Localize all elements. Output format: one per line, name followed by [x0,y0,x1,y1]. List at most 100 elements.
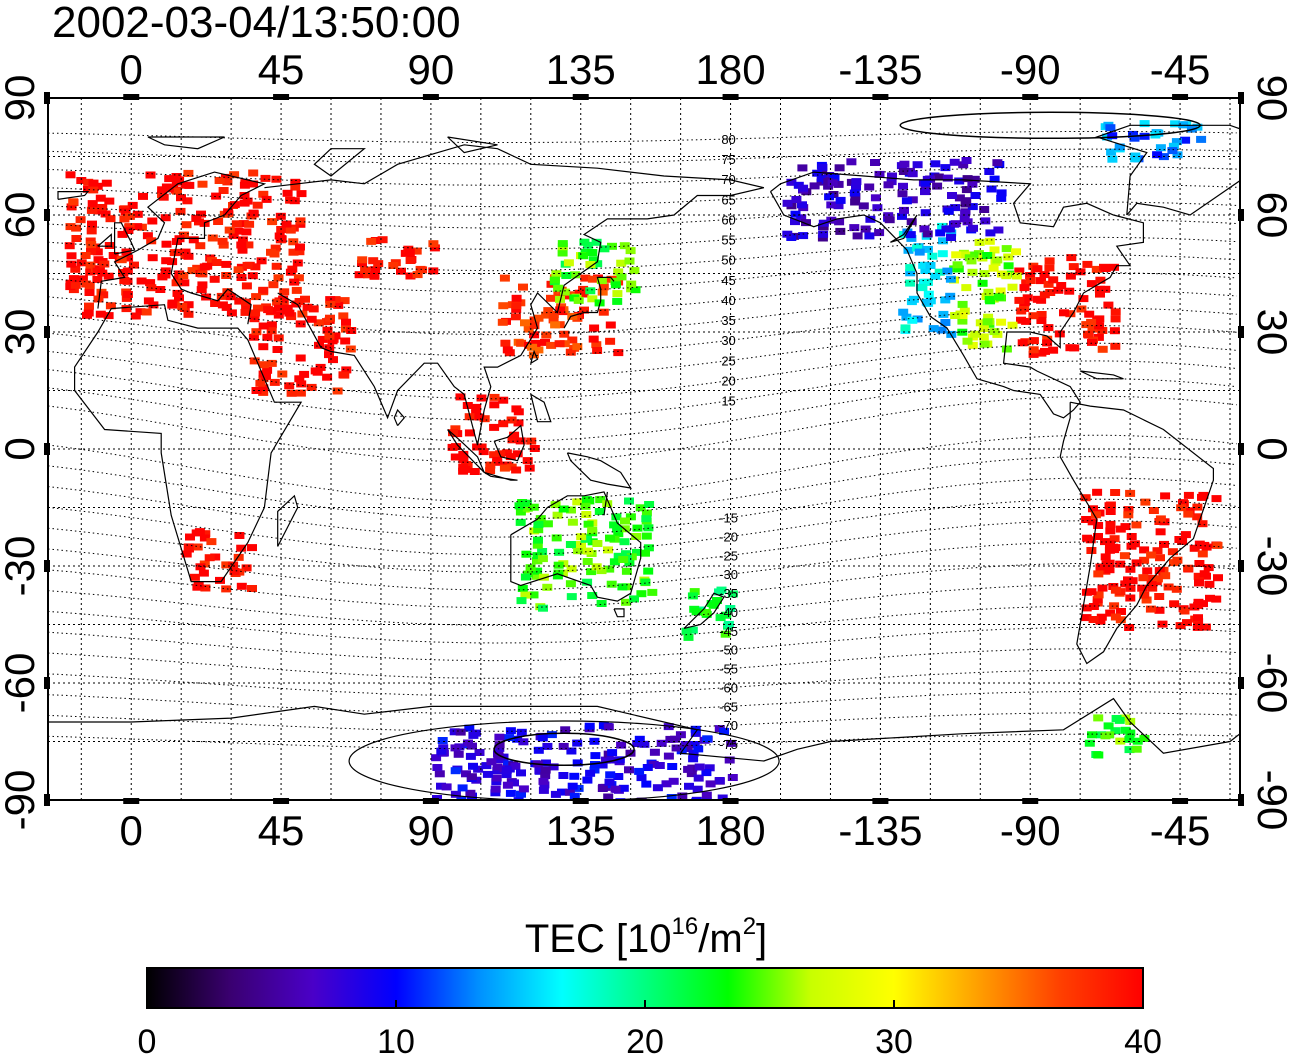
tec-cell [486,758,497,766]
tec-cell [537,555,548,563]
tec-cell [992,256,1003,264]
tec-cell [1163,583,1174,591]
tec-region [181,528,257,593]
tec-cell [239,192,250,199]
tec-cell [183,543,194,551]
tec-cell [465,789,476,797]
tec-cell [927,252,938,260]
tec-cell [241,282,252,290]
tec-cell [262,366,273,374]
tec-cell [996,194,1007,202]
tec-cell [1064,287,1075,295]
tec-cell [1075,268,1086,276]
tec-cell [70,265,81,273]
tec-cell [1022,294,1033,302]
contour-label: -20 [719,529,738,544]
tec-cell [130,312,141,320]
tec-cell [864,183,875,191]
tec-cell [693,745,704,753]
lat-tick-bar [44,560,50,572]
tec-cell [456,796,467,800]
tec-cell [1048,346,1059,354]
tec-cell [192,543,203,551]
tec-cell [1028,350,1039,358]
tec-cell [558,742,569,750]
tec-cell [978,333,989,341]
coastline [483,471,518,481]
lon-tick-label-top: 135 [546,46,616,93]
tec-cell [499,274,510,282]
tec-cell [1105,124,1116,132]
lon-tick-label-top: -135 [838,46,922,93]
tec-cell [954,177,965,185]
tec-cell [473,765,484,773]
tec-cell [796,214,807,222]
tec-cell [1160,492,1171,500]
tec-cell [979,206,990,213]
tec-cell [275,212,286,220]
mag-contour [48,219,1237,250]
colorbar-tick-label: 20 [626,1023,664,1057]
tec-cell [624,559,635,567]
tec-cell [1157,620,1168,628]
tec-cell [494,733,505,741]
tec-cell [266,359,277,367]
lon-tick-label-bottom: 90 [408,807,455,854]
coastline [1094,124,1240,216]
tec-cell [145,279,156,287]
tec-cell [517,585,528,592]
tec-region [681,586,738,641]
tec-cell [835,196,846,204]
tec-cell [610,281,621,289]
mag-contour [48,733,1237,750]
tec-cell [817,163,828,171]
tec-cell [370,266,381,274]
contour-label: -50 [719,643,738,658]
tec-cell [229,201,240,209]
tec-cell [827,179,838,187]
tec-cell [932,182,943,190]
tec-cell [620,517,630,525]
tec-cell [533,526,544,534]
tec-cell [600,756,611,764]
tec-cell [1167,147,1178,155]
tec-cell [541,311,552,319]
tec-cell [567,782,578,790]
tec-cell [237,236,248,244]
tec-cell [573,296,584,304]
tec-cell [163,185,174,193]
tec-cell [592,540,603,547]
tec-cell [621,567,632,575]
tec-cell [513,408,524,416]
tec-cell [299,370,310,378]
tec-cell [1193,598,1204,606]
tec-cell [1109,327,1120,335]
tec-cell [268,281,279,289]
tec-cell [567,518,578,526]
tec-cell [489,393,500,401]
tec-cell [167,301,178,309]
tec-cell [451,443,462,451]
tec-cell [269,378,280,386]
tec-cell [520,591,531,599]
tec-cell [834,218,845,226]
tec-cell [92,248,103,256]
tec-cell [1199,570,1210,578]
tec-cell [974,238,985,246]
tec-cell [533,521,544,528]
tec-cell [833,180,844,188]
tec-cell [1192,623,1203,631]
lat-tick-bar [44,92,50,104]
tec-cell [258,286,269,294]
lon-tick-bar [422,94,439,100]
tec-cell [870,159,880,166]
tec-cell [625,513,636,521]
tec-cell [786,178,797,186]
tec-cell [1087,731,1097,739]
tec-cell [124,212,135,220]
tec-cell [1155,515,1166,523]
tec-cell [1124,746,1135,754]
tec-cell [197,180,208,188]
tec-cell [474,749,485,756]
tec-cell [214,177,225,184]
